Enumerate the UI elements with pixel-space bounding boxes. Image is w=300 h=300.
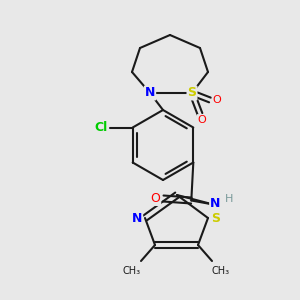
Text: N: N xyxy=(132,212,142,224)
Text: S: S xyxy=(212,212,220,224)
Text: O: O xyxy=(198,115,206,125)
Text: S: S xyxy=(188,86,196,100)
Text: O: O xyxy=(150,192,160,205)
Text: H: H xyxy=(225,194,233,205)
Text: CH₃: CH₃ xyxy=(212,266,230,276)
Text: N: N xyxy=(145,86,155,100)
Text: O: O xyxy=(213,95,221,105)
Text: CH₃: CH₃ xyxy=(123,266,141,276)
Text: Cl: Cl xyxy=(94,121,107,134)
Text: N: N xyxy=(210,197,220,210)
